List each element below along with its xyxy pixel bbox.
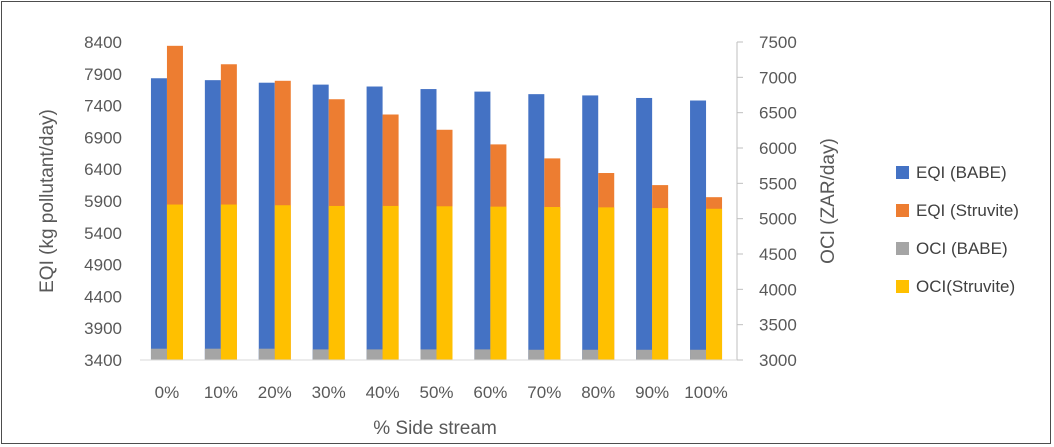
left-tick-label: 7400	[84, 97, 122, 116]
left-tick-label: 5900	[84, 192, 122, 211]
left-tick-label: 8400	[84, 33, 122, 52]
bar-oci-struvite	[706, 208, 723, 360]
bar-oci-babe	[582, 349, 599, 360]
right-axis: 3000 3500 4000 4500 5000 5500 6000 6500 7000 7500	[736, 33, 797, 370]
x-tick-label: 20%	[258, 383, 292, 402]
legend-swatch	[896, 242, 909, 255]
x-tick-label: 50%	[419, 383, 453, 402]
bar-eqi-babe	[258, 82, 275, 360]
right-tick-label: 4000	[759, 280, 797, 299]
right-tick-label: 3000	[759, 351, 797, 370]
right-tick-label: 5000	[759, 210, 797, 229]
bar-eqi-babe	[528, 94, 545, 360]
left-tick-label: 6900	[84, 128, 122, 147]
bar-oci-babe	[150, 348, 167, 360]
bar-eqi-babe	[636, 97, 653, 360]
bar-oci-babe	[204, 348, 221, 360]
x-tick-label: 70%	[527, 383, 561, 402]
bar-eqi-babe	[204, 80, 221, 360]
right-tick-label: 7000	[759, 68, 797, 87]
right-tick-label: 6000	[759, 139, 797, 158]
x-tick-label: 0%	[155, 383, 180, 402]
x-tick-label: 90%	[635, 383, 669, 402]
bar-oci-babe	[312, 349, 329, 360]
legend-swatch	[896, 204, 909, 217]
legend-label: OCI(Struvite)	[916, 277, 1015, 296]
legend-swatch	[896, 280, 909, 293]
legend: EQI (BABE) EQI (Struvite) OCI (BABE) OCI(St…	[896, 163, 1019, 296]
bar-oci-struvite	[598, 207, 615, 360]
bar-oci-struvite	[220, 204, 237, 360]
left-tick-label: 7900	[84, 65, 122, 84]
x-tick-label: 30%	[312, 383, 346, 402]
legend-label: EQI (Struvite)	[916, 201, 1019, 220]
bar-eqi-babe	[690, 100, 707, 361]
x-tick-label: 60%	[473, 383, 507, 402]
bar-eqi-babe	[420, 89, 437, 361]
left-tick-label: 3400	[84, 351, 122, 370]
right-tick-label: 7500	[759, 33, 797, 52]
x-axis-title: % Side stream	[373, 418, 497, 439]
right-tick-label: 5500	[759, 174, 797, 193]
bar-oci-babe	[258, 348, 275, 360]
bar-oci-babe	[420, 349, 437, 360]
bar-oci-babe	[528, 349, 545, 360]
bar-oci-struvite	[166, 204, 183, 360]
right-tick-label: 6500	[759, 104, 797, 123]
bars	[150, 45, 723, 361]
left-axis-title: EQI (kg pollutant/day)	[37, 109, 58, 293]
bar-eqi-babe	[474, 91, 491, 360]
left-tick-label: 5400	[84, 224, 122, 243]
bar-oci-babe	[366, 349, 383, 360]
bar-eqi-babe	[312, 84, 329, 360]
x-tick-label: 80%	[581, 383, 615, 402]
right-tick-label: 3500	[759, 316, 797, 335]
bar-oci-struvite	[652, 208, 669, 360]
left-tick-label: 6400	[84, 160, 122, 179]
left-tick-label: 4400	[84, 287, 122, 306]
legend-label: EQI (BABE)	[916, 163, 1007, 182]
x-tick-label: 100%	[684, 383, 727, 402]
bar-eqi-babe	[366, 86, 383, 361]
right-axis-title: OCI (ZAR/day)	[818, 138, 839, 264]
x-tick-label: 10%	[204, 383, 238, 402]
legend-swatch	[896, 166, 909, 179]
bar-oci-struvite	[436, 206, 453, 360]
bar-eqi-babe	[582, 95, 599, 360]
bar-oci-struvite	[328, 205, 345, 360]
bar-oci-struvite	[544, 207, 561, 360]
bar-oci-babe	[474, 349, 491, 360]
bar-oci-struvite	[490, 206, 507, 360]
x-tick-label: 40%	[366, 383, 400, 402]
left-tick-label: 4900	[84, 256, 122, 275]
x-axis: 0% 10% 20% 30% 40% 50% 60% 70% 80% 90% 100%	[140, 359, 737, 402]
bar-eqi-babe	[150, 78, 167, 360]
legend-label: OCI (BABE)	[916, 239, 1008, 258]
bar-oci-struvite	[382, 205, 399, 360]
right-tick-label: 4500	[759, 245, 797, 264]
left-axis: 3400 3900 4400 4900 5400 5900 6400 6900 7400 7900…	[84, 33, 122, 370]
left-tick-label: 3900	[84, 319, 122, 338]
bar-oci-babe	[690, 349, 707, 360]
bar-oci-struvite	[274, 205, 291, 360]
bar-oci-babe	[636, 349, 653, 360]
